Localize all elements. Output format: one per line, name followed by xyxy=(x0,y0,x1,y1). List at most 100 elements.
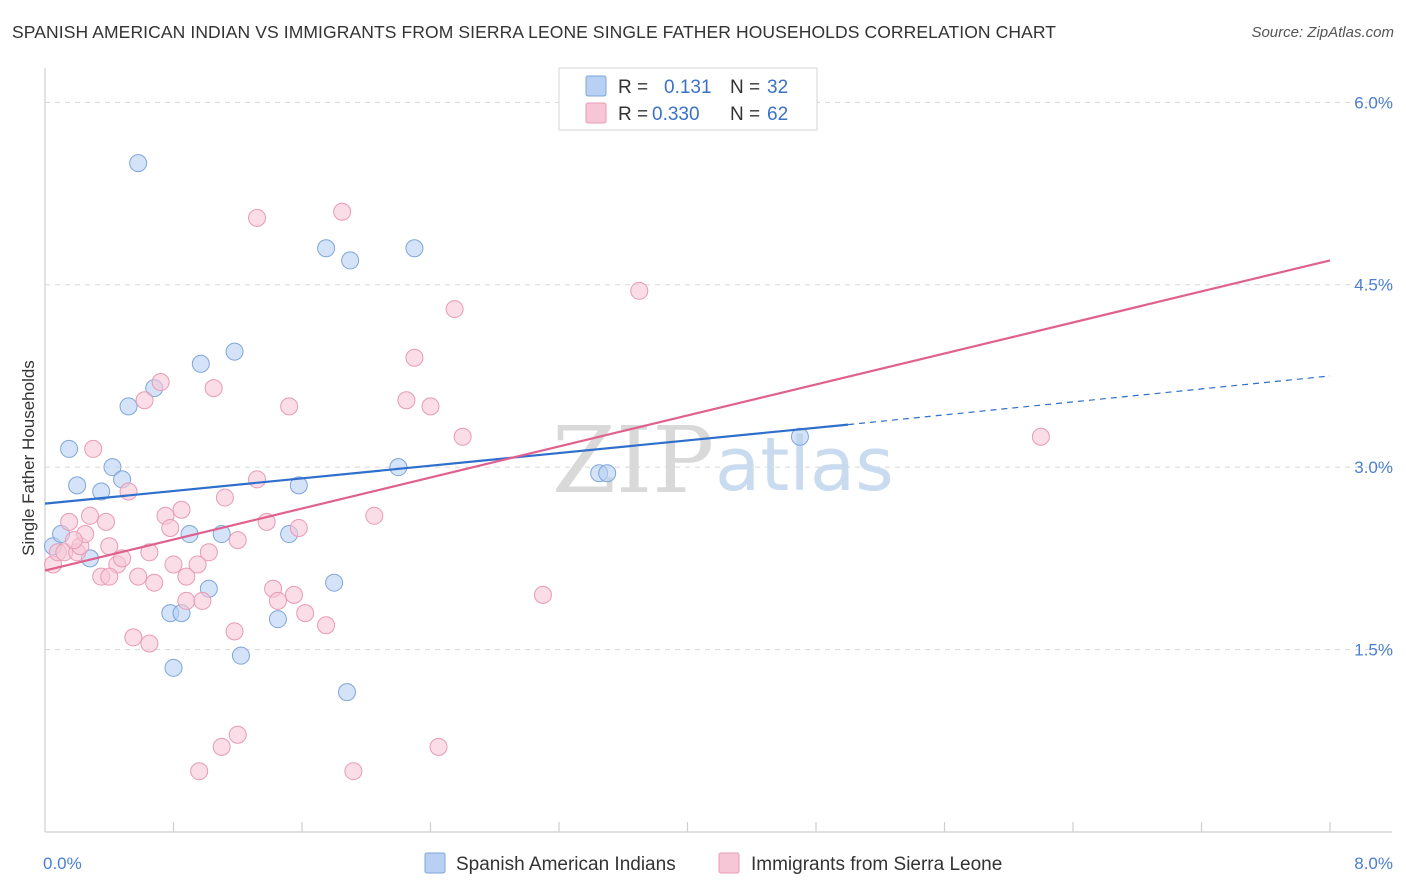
data-point-pink-56 xyxy=(190,762,209,781)
data-point-pink-35 xyxy=(248,470,267,489)
data-point-pink-50 xyxy=(429,737,448,756)
data-point-pink-30 xyxy=(204,379,223,398)
legend-n-value-blue: 32 xyxy=(767,77,788,98)
data-point-blue-23 xyxy=(317,239,336,258)
data-point-pink-33 xyxy=(225,622,244,641)
series-legend-label-blue: Spanish American Indians xyxy=(456,854,676,875)
legend-n-label-blue: N = xyxy=(730,77,760,98)
legend-n-value-pink: 62 xyxy=(767,104,788,125)
data-point-pink-41 xyxy=(289,518,308,537)
data-point-pink-57 xyxy=(228,725,247,744)
y-tick-label-0: 1.5% xyxy=(1354,641,1393,660)
data-point-pink-23 xyxy=(164,555,183,574)
trend-line-blue xyxy=(44,423,849,505)
data-point-pink-13 xyxy=(113,549,132,568)
data-point-pink-3 xyxy=(60,512,79,531)
data-point-pink-15 xyxy=(124,628,143,647)
data-point-pink-58 xyxy=(248,208,267,227)
x-tick-labels: 0.0% 8.0% xyxy=(43,854,1393,873)
data-point-pink-54 xyxy=(630,281,649,300)
series-legend-swatch-blue xyxy=(424,852,446,874)
data-point-pink-28 xyxy=(193,591,212,610)
data-point-pink-45 xyxy=(344,762,363,781)
data-point-pink-31 xyxy=(212,737,231,756)
data-point-blue-18 xyxy=(225,342,244,361)
data-point-blue-27 xyxy=(389,458,408,477)
data-point-blue-5 xyxy=(92,482,111,501)
data-point-blue-25 xyxy=(337,683,356,702)
watermark-zip: ZIP xyxy=(552,407,714,514)
data-point-blue-19 xyxy=(231,646,250,665)
data-point-pink-19 xyxy=(145,573,164,592)
data-point-pink-22 xyxy=(161,518,180,537)
legend-swatch-pink xyxy=(585,102,607,124)
series-legend-label-pink: Immigrants from Sierra Leone xyxy=(751,854,1002,875)
data-point-pink-55 xyxy=(1031,427,1050,446)
data-point-blue-9 xyxy=(129,154,148,173)
trend-line-extension-blue xyxy=(848,375,1331,426)
series-legend-swatch-pink xyxy=(718,852,740,874)
data-point-blue-26 xyxy=(341,251,360,270)
data-point-pink-20 xyxy=(151,373,170,392)
data-point-pink-24 xyxy=(172,500,191,519)
watermark: ZIP atlas xyxy=(552,407,894,514)
data-point-blue-2 xyxy=(60,439,79,458)
data-point-pink-39 xyxy=(280,397,299,416)
data-point-blue-28 xyxy=(405,239,424,258)
series-legend: Spanish American Indians Immigrants from… xyxy=(424,852,1002,875)
legend-r-label-pink: R = xyxy=(618,104,648,125)
data-point-pink-8 xyxy=(84,439,103,458)
data-point-pink-32 xyxy=(215,488,234,507)
data-point-pink-59 xyxy=(100,567,119,586)
data-point-pink-48 xyxy=(405,348,424,367)
data-point-pink-10 xyxy=(97,512,116,531)
data-point-blue-24 xyxy=(325,573,344,592)
data-point-pink-29 xyxy=(199,543,218,562)
data-point-pink-11 xyxy=(100,537,119,556)
data-point-blue-3 xyxy=(68,476,87,495)
legend-r-value-blue: 0.131 xyxy=(664,77,712,98)
series-immigrants-from-sierra-leone xyxy=(44,202,1050,781)
trend-lines xyxy=(44,259,1331,572)
data-point-pink-26 xyxy=(177,567,196,586)
chart-title: SPANISH AMERICAN INDIAN VS IMMIGRANTS FR… xyxy=(12,22,1057,42)
correlation-legend: R = 0.131 N = 32 R = 0.330 N = 62 xyxy=(558,67,818,131)
source-credit: Source: ZipAtlas.com xyxy=(1251,24,1394,41)
data-point-pink-61 xyxy=(64,531,83,550)
data-point-pink-7 xyxy=(80,506,99,525)
axes xyxy=(44,68,1392,833)
data-point-pink-43 xyxy=(317,616,336,635)
data-point-pink-60 xyxy=(140,634,159,653)
data-point-pink-49 xyxy=(421,397,440,416)
legend-r-value-pink: 0.330 xyxy=(652,104,700,125)
legend-swatch-blue xyxy=(585,75,607,97)
data-point-pink-52 xyxy=(453,427,472,446)
x-tick-label-1: 8.0% xyxy=(1354,854,1393,873)
data-point-pink-38 xyxy=(268,591,287,610)
data-point-blue-30 xyxy=(598,464,617,483)
data-point-blue-12 xyxy=(164,658,183,677)
data-point-pink-44 xyxy=(333,202,352,221)
data-point-pink-27 xyxy=(188,555,207,574)
data-point-pink-40 xyxy=(284,585,303,604)
legend-r-label-blue: R = xyxy=(618,77,648,98)
gridlines xyxy=(45,101,1392,651)
data-point-pink-47 xyxy=(397,391,416,410)
data-point-pink-46 xyxy=(365,506,384,525)
data-point-pink-51 xyxy=(445,300,464,319)
data-point-pink-53 xyxy=(533,585,552,604)
y-tick-label-3: 6.0% xyxy=(1354,93,1393,112)
data-point-blue-8 xyxy=(119,397,138,416)
data-point-blue-20 xyxy=(268,610,287,629)
data-point-blue-15 xyxy=(191,354,210,373)
data-point-pink-25 xyxy=(177,591,196,610)
y-tick-labels: 1.5% 3.0% 4.5% 6.0% xyxy=(1354,93,1393,659)
data-point-pink-16 xyxy=(129,567,148,586)
y-axis-title: Single Father Households xyxy=(19,360,38,556)
data-point-pink-42 xyxy=(296,604,315,623)
y-tick-label-2: 4.5% xyxy=(1354,276,1393,295)
legend-n-label-pink: N = xyxy=(730,104,760,125)
data-point-pink-18 xyxy=(140,543,159,562)
data-point-pink-14 xyxy=(119,482,138,501)
